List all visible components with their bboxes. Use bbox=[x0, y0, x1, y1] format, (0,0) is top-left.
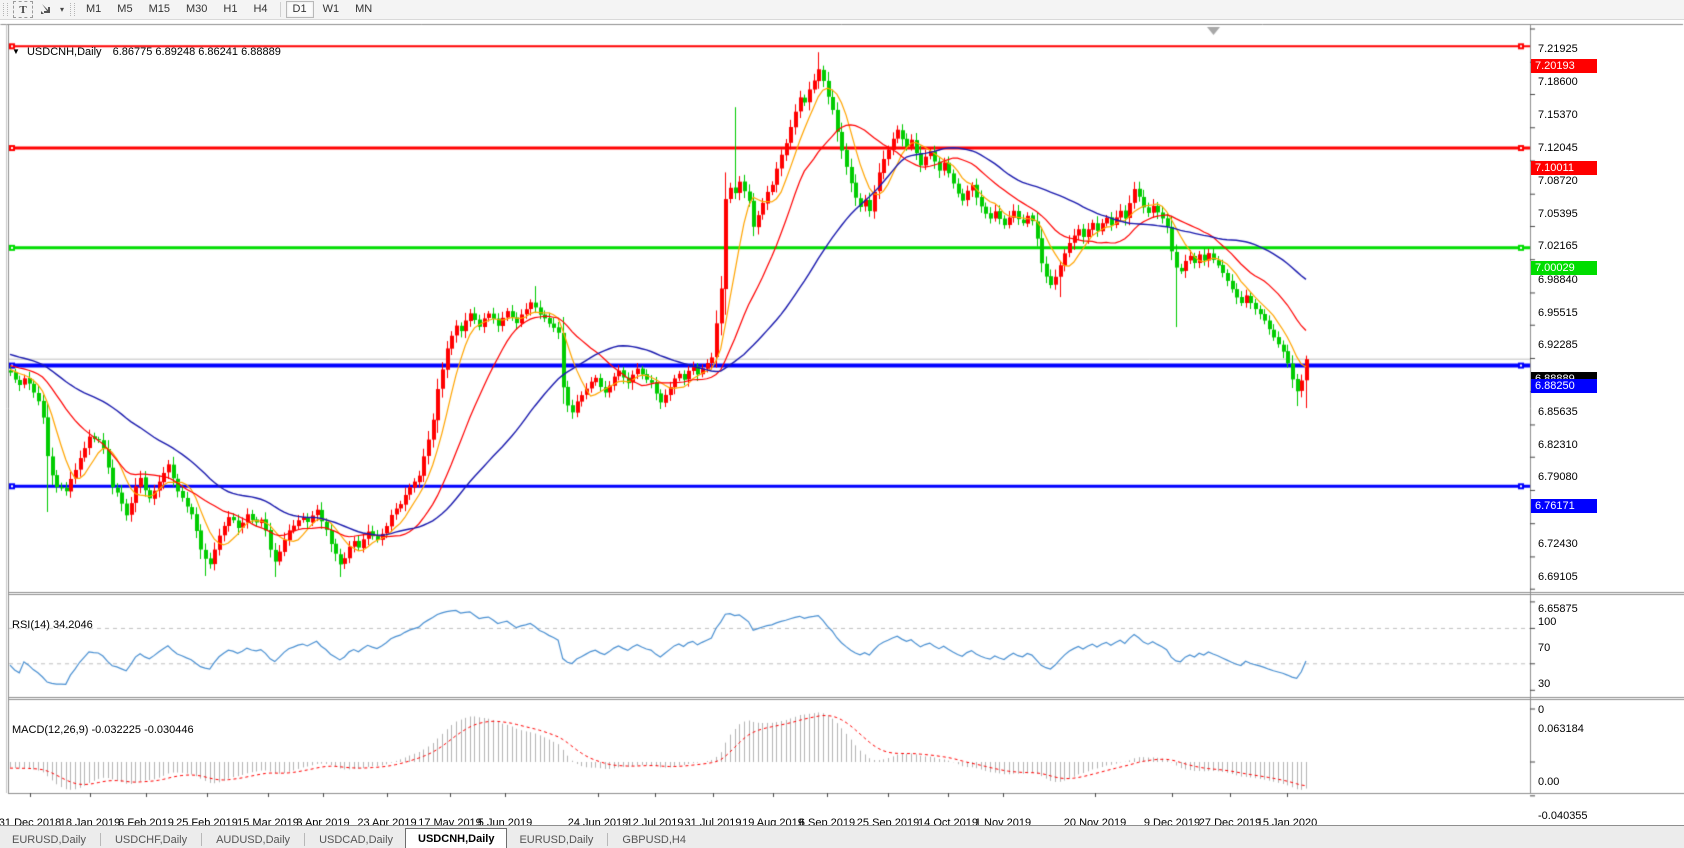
rsi-axis-label: 70 bbox=[1538, 642, 1551, 655]
arrows-tool-button[interactable] bbox=[37, 2, 55, 17]
symbol-tab-usdcad-daily[interactable]: USDCAD,Daily bbox=[319, 834, 394, 846]
macd-indicator-label: MACD(12,26,9) -0.032225 -0.030446 bbox=[12, 724, 194, 736]
macd-axis-label: -0.040355 bbox=[1538, 809, 1588, 822]
price-tick-label: 6.82310 bbox=[1538, 438, 1578, 451]
symbol-tab-gbpusd-h4[interactable]: GBPUSD,H4 bbox=[622, 834, 686, 846]
timeframe-button-m30[interactable]: M30 bbox=[185, 3, 208, 15]
price-tick-label: 6.69105 bbox=[1538, 570, 1578, 583]
timeframe-button-m15[interactable]: M15 bbox=[148, 3, 170, 15]
chart-window: ▼ USDCNH,Daily 6.86775 6.89248 6.86241 6… bbox=[0, 20, 1684, 848]
timeframe-button-d1[interactable]: D1 bbox=[285, 1, 314, 18]
symbol-tab-eurusd-daily[interactable]: EURUSD,Daily bbox=[519, 834, 594, 846]
price-tick-label: 7.18600 bbox=[1538, 76, 1578, 89]
timeframe-button-w1[interactable]: W1 bbox=[322, 3, 340, 15]
macd-axis-label: 0.00 bbox=[1538, 776, 1560, 788]
toolbar-separator bbox=[279, 2, 281, 17]
price-tick-label: 6.79080 bbox=[1538, 471, 1578, 484]
tab-separator bbox=[99, 833, 101, 846]
tab-separator bbox=[201, 833, 203, 846]
chart-ohlc-values: 6.86775 6.89248 6.86241 6.88889 bbox=[112, 46, 281, 58]
symbol-tab-usdcnh-daily[interactable]: USDCNH,Daily bbox=[405, 828, 508, 848]
price-tick-label: 7.08720 bbox=[1538, 174, 1578, 187]
rsi-indicator-label: RSI(14) 34.2046 bbox=[12, 619, 93, 631]
price-tick-label: 6.85635 bbox=[1538, 405, 1578, 418]
rsi-axis-label: 0 bbox=[1538, 704, 1545, 717]
text-tool-button[interactable]: T bbox=[13, 1, 33, 18]
price-tick-label: 6.65875 bbox=[1538, 603, 1578, 616]
timeframe-button-mn[interactable]: MN bbox=[355, 3, 373, 15]
timeframe-button-h4[interactable]: H4 bbox=[253, 3, 268, 15]
price-tick-label: 7.12045 bbox=[1538, 141, 1578, 154]
price-tick-label: 7.15370 bbox=[1538, 108, 1578, 121]
chart-canvas[interactable] bbox=[0, 20, 1684, 848]
timeframe-buttons: M1 M5 M15 M30 H1 H4 D1 W1 MN bbox=[78, 1, 380, 18]
price-tick-label: 7.05395 bbox=[1538, 208, 1578, 221]
hline-label-7.00029: 7.00029 bbox=[1531, 260, 1597, 275]
timeframe-button-m1[interactable]: M1 bbox=[86, 3, 102, 15]
price-tick-label: 6.95515 bbox=[1538, 306, 1578, 319]
timeframe-button-m5[interactable]: M5 bbox=[117, 3, 133, 15]
price-tick-label: 6.72430 bbox=[1538, 537, 1578, 550]
top-toolbar: T ▾ M1 M5 M15 M30 H1 H4 D1 W1 MN bbox=[0, 0, 1684, 20]
price-tick-label: 6.98840 bbox=[1538, 273, 1578, 286]
price-tick-label: 7.02165 bbox=[1538, 240, 1578, 253]
price-tick-label: 6.92285 bbox=[1538, 339, 1578, 352]
symbol-tab-usdchf-daily[interactable]: USDCHF,Daily bbox=[114, 834, 188, 846]
hline-label-6.88250: 6.88250 bbox=[1531, 378, 1597, 393]
arrows-dropdown-caret[interactable]: ▾ bbox=[60, 5, 65, 14]
symbol-tab-audusd-daily[interactable]: AUDUSD,Daily bbox=[216, 834, 291, 846]
toolbar-grip2 bbox=[70, 3, 76, 16]
chart-title: ▼ USDCNH,Daily 6.86775 6.89248 6.86241 6… bbox=[12, 46, 281, 58]
timeframe-button-h1[interactable]: H1 bbox=[223, 3, 238, 15]
toolbar-grip[interactable] bbox=[3, 3, 8, 16]
price-tick-label: 7.21925 bbox=[1538, 43, 1578, 55]
arrows-icon bbox=[41, 4, 50, 14]
macd-axis-label: 0.063184 bbox=[1538, 723, 1584, 735]
hline-label-7.20193: 7.20193 bbox=[1531, 59, 1597, 74]
collapse-triangle-icon[interactable]: ▼ bbox=[12, 47, 20, 56]
chart-symbol-period: USDCNH,Daily bbox=[26, 46, 102, 58]
tab-separator bbox=[607, 833, 609, 846]
symbol-tab-eurusd-daily[interactable]: EURUSD,Daily bbox=[12, 834, 86, 846]
rsi-axis-label: 100 bbox=[1538, 615, 1557, 628]
hline-label-7.10011: 7.10011 bbox=[1531, 161, 1597, 176]
hline-label-6.76171: 6.76171 bbox=[1531, 499, 1597, 514]
rsi-axis-label: 30 bbox=[1538, 677, 1551, 690]
symbol-tabstrip: EURUSD,Daily USDCHF,Daily AUDUSD,Daily USDC… bbox=[0, 825, 1684, 848]
tab-separator bbox=[304, 833, 306, 846]
